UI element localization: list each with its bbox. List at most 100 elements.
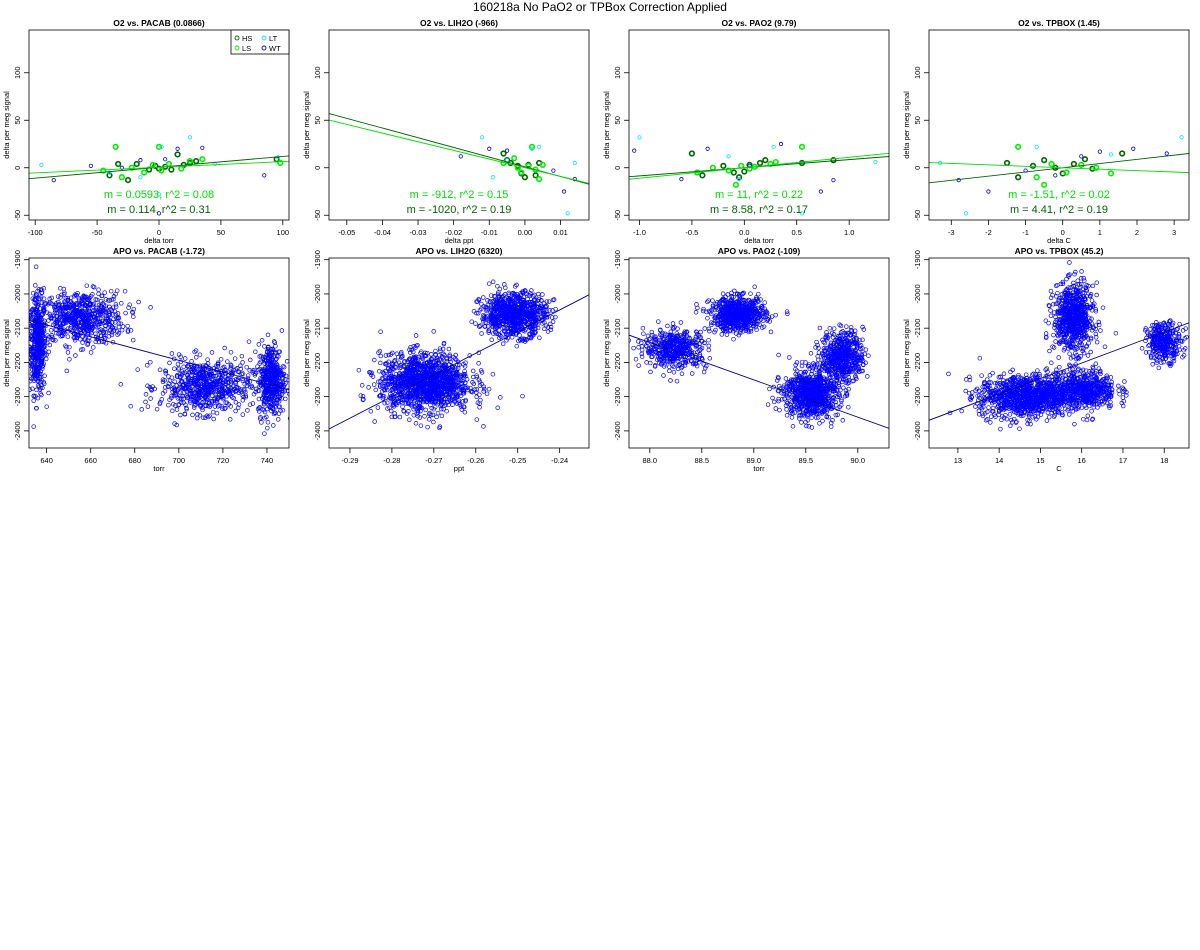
data-point xyxy=(76,295,81,301)
data-point xyxy=(219,403,224,409)
data-point xyxy=(377,368,382,374)
data-point xyxy=(773,312,778,318)
data-point xyxy=(521,294,527,300)
data-point xyxy=(404,380,409,385)
data-point-ls xyxy=(100,167,107,174)
y-tick-label: 0 xyxy=(313,166,322,170)
data-point xyxy=(195,412,200,417)
data-point xyxy=(200,407,205,413)
data-point xyxy=(636,363,641,368)
data-point xyxy=(420,399,426,405)
data-point xyxy=(379,376,385,381)
data-point xyxy=(423,407,428,413)
data-point xyxy=(681,331,687,336)
data-point xyxy=(283,396,288,402)
data-point xyxy=(693,334,699,340)
data-point xyxy=(697,352,703,357)
y-tick-label: -2200 xyxy=(13,353,22,372)
panel-title: O2 vs. PACAB (0.0866) xyxy=(113,18,205,28)
data-point xyxy=(136,299,141,305)
data-point-wt xyxy=(1053,173,1058,178)
fit-annotation: m = 4.41, r^2 = 0.19 xyxy=(1010,204,1108,216)
data-point xyxy=(553,314,558,320)
x-tick-label: -0.01 xyxy=(481,228,498,237)
data-point xyxy=(476,361,481,366)
data-point-wt xyxy=(200,145,205,150)
data-point xyxy=(641,331,646,336)
data-point xyxy=(73,353,78,358)
data-point xyxy=(647,360,653,366)
data-point xyxy=(78,347,84,353)
data-point xyxy=(431,406,437,412)
data-point xyxy=(91,284,97,290)
data-point-wt xyxy=(831,178,836,183)
data-point xyxy=(10,311,14,315)
data-point-hs xyxy=(1070,160,1077,168)
data-point xyxy=(235,377,240,383)
data-point xyxy=(659,334,665,339)
data-point xyxy=(521,311,527,316)
data-point xyxy=(105,317,111,322)
data-point xyxy=(494,331,499,336)
data-point xyxy=(442,386,447,392)
data-point xyxy=(183,378,188,383)
x-tick-label: 660 xyxy=(84,456,97,465)
data-point xyxy=(652,339,657,344)
data-point xyxy=(501,293,506,299)
y-tick-label: -2000 xyxy=(613,284,622,303)
data-point xyxy=(172,366,177,371)
data-point xyxy=(126,305,131,310)
data-point xyxy=(401,408,406,413)
data-point xyxy=(203,403,209,409)
data-point xyxy=(532,329,537,335)
data-point xyxy=(252,371,258,377)
data-point xyxy=(693,361,698,367)
data-point xyxy=(394,351,400,357)
data-point xyxy=(413,421,419,426)
data-point xyxy=(394,400,399,406)
data-point xyxy=(386,371,392,376)
data-point xyxy=(175,396,181,401)
data-point xyxy=(545,329,551,334)
data-point xyxy=(421,361,427,367)
data-point xyxy=(463,397,469,403)
data-point xyxy=(482,324,488,329)
x-axis-label: delta ppt xyxy=(445,236,475,245)
data-point xyxy=(439,354,445,359)
x-tick-label: -2 xyxy=(985,228,992,237)
data-point xyxy=(265,425,270,431)
data-point xyxy=(166,381,172,386)
data-point xyxy=(485,298,490,303)
data-point xyxy=(252,373,258,378)
data-point xyxy=(499,315,505,321)
data-point xyxy=(59,292,64,298)
data-point xyxy=(100,301,106,306)
data-point xyxy=(39,337,44,342)
y-tick-label: -2100 xyxy=(13,319,22,338)
data-point xyxy=(433,348,438,354)
data-point-lt xyxy=(159,144,164,149)
data-point xyxy=(378,353,384,359)
data-point-lt xyxy=(736,177,742,182)
y-tick-label: -2000 xyxy=(13,284,22,303)
data-point xyxy=(270,347,276,353)
data-point xyxy=(549,315,555,320)
data-point xyxy=(80,319,85,325)
data-point xyxy=(42,340,48,346)
data-point xyxy=(360,397,366,403)
data-point xyxy=(509,335,515,340)
data-point xyxy=(170,389,175,394)
data-point xyxy=(546,299,552,304)
data-point xyxy=(193,355,199,360)
data-point xyxy=(58,295,63,300)
fit-line xyxy=(29,319,289,391)
data-point xyxy=(253,349,258,355)
data-point xyxy=(388,392,393,397)
data-point-ls xyxy=(514,164,521,171)
data-point xyxy=(424,371,429,376)
data-point xyxy=(370,374,376,379)
data-point xyxy=(135,367,140,372)
data-point-wt xyxy=(119,165,124,170)
data-point-ls xyxy=(732,181,740,188)
